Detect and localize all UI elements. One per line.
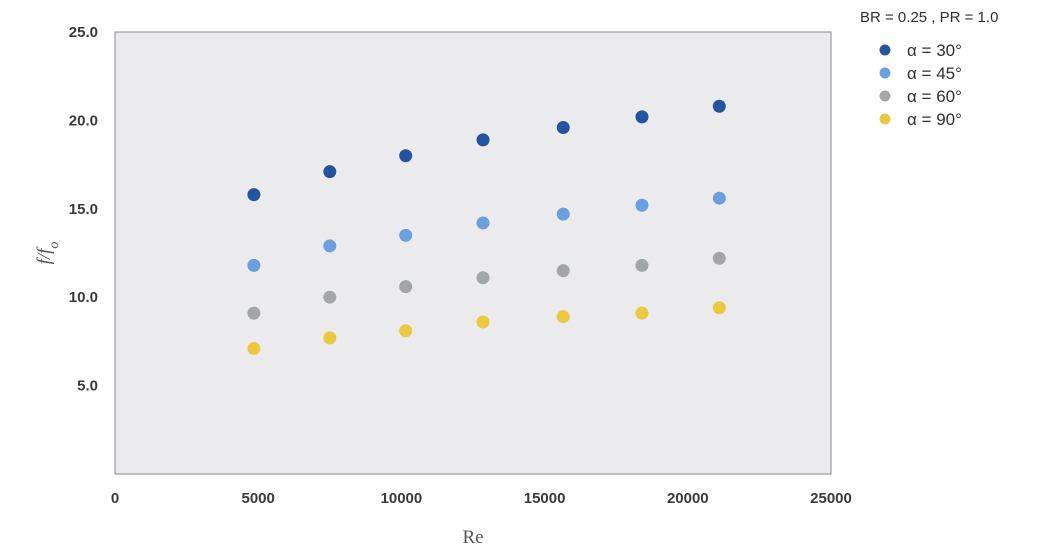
data-point — [247, 341, 261, 355]
legend-marker — [879, 90, 891, 102]
x-tick-label: 10000 — [381, 490, 423, 507]
legend-items: α = 30° α = 45° α = 60° α = 90° — [879, 41, 962, 129]
y-axis-title: f/fo — [34, 242, 62, 265]
data-point — [635, 258, 649, 272]
x-axis-ticks: 0 5000 10000 15000 20000 25000 — [111, 490, 852, 507]
data-point — [247, 306, 261, 320]
data-point — [556, 310, 570, 324]
data-point — [556, 207, 570, 221]
data-point — [712, 99, 726, 113]
data-point — [399, 149, 413, 163]
legend-label: α = 45° — [907, 64, 962, 83]
data-point — [712, 301, 726, 315]
legend-label: α = 90° — [907, 110, 962, 129]
legend-marker — [879, 44, 891, 56]
data-points — [247, 99, 726, 355]
data-point — [556, 120, 570, 134]
data-point — [712, 191, 726, 205]
x-tick-label: 25000 — [810, 490, 852, 507]
data-point — [635, 306, 649, 320]
legend-title: BR = 0.25 , PR = 1.0 — [860, 9, 998, 26]
data-point — [476, 271, 490, 285]
legend-marker — [879, 67, 891, 79]
x-tick-label: 20000 — [667, 490, 709, 507]
legend-label: α = 60° — [907, 87, 962, 106]
y-tick-label: 10.0 — [69, 289, 98, 306]
data-point — [476, 216, 490, 230]
data-point — [635, 110, 649, 124]
y-tick-label: 20.0 — [69, 112, 98, 129]
data-point — [476, 133, 490, 147]
y-axis-ticks: 5.0 10.0 15.0 20.0 25.0 — [69, 24, 98, 395]
y-tick-label: 15.0 — [69, 201, 98, 218]
y-tick-label: 5.0 — [77, 378, 98, 395]
x-tick-label: 0 — [111, 490, 119, 507]
data-point — [476, 315, 490, 329]
x-axis-title: Re — [462, 527, 483, 548]
legend-marker — [879, 113, 891, 125]
data-point — [323, 239, 337, 253]
data-point — [712, 251, 726, 265]
data-point — [399, 280, 413, 294]
plot-area — [114, 31, 832, 475]
data-point — [399, 228, 413, 242]
x-tick-label: 5000 — [242, 490, 275, 507]
y-axis-title-subscript: o — [47, 242, 62, 249]
x-tick-label: 15000 — [524, 490, 566, 507]
y-axis-title-main: f/f — [34, 246, 55, 265]
data-point — [323, 331, 337, 345]
data-point — [399, 324, 413, 338]
legend: BR = 0.25 , PR = 1.0 α = 30° α = 45° α = 6… — [860, 9, 998, 129]
data-point — [247, 188, 261, 202]
data-point — [556, 264, 570, 278]
data-point — [323, 290, 337, 304]
legend-label: α = 30° — [907, 41, 962, 60]
data-point — [247, 258, 261, 272]
data-point — [635, 198, 649, 212]
data-point — [323, 165, 337, 179]
y-tick-label: 25.0 — [69, 24, 98, 41]
